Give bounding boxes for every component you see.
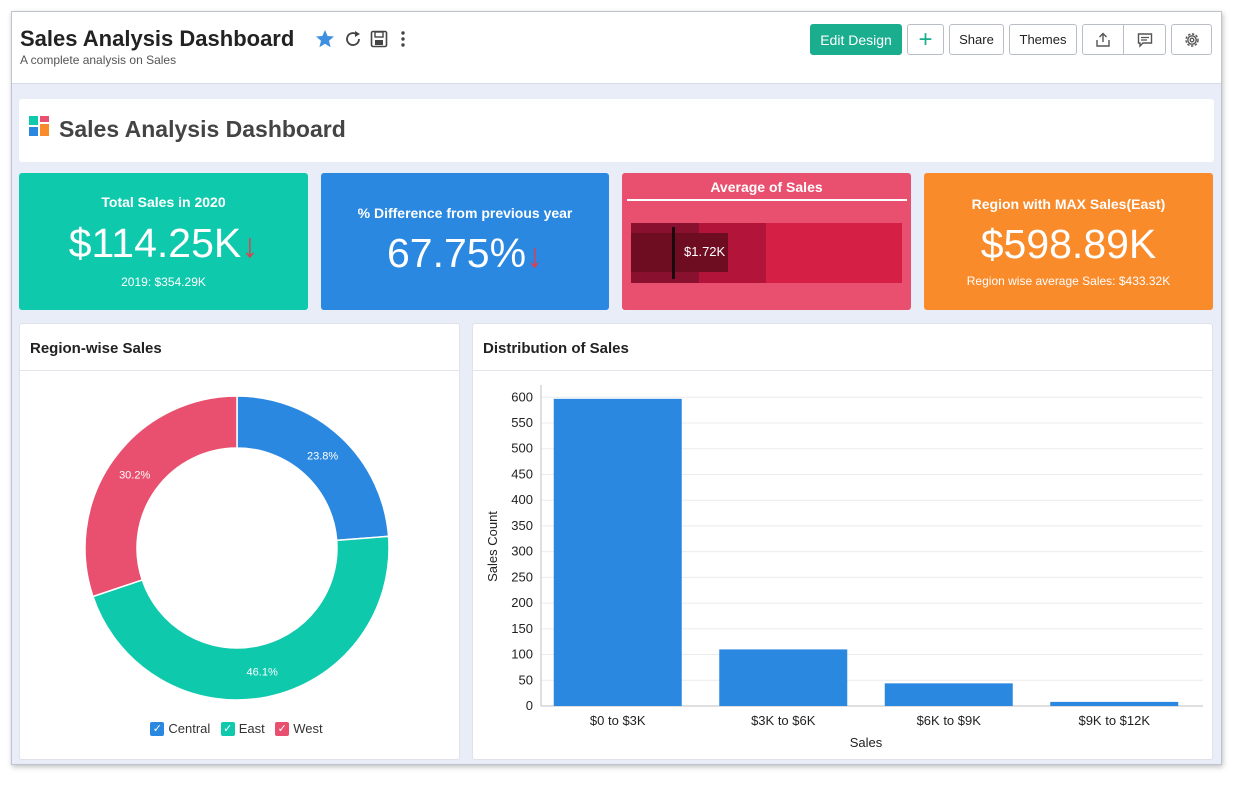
chart-legend: ✓ Central ✓ East ✓ West [20, 719, 459, 737]
y-tick-label: 550 [511, 415, 533, 430]
refresh-icon[interactable] [342, 28, 364, 50]
kpi-title: % Difference from previous year [357, 205, 573, 221]
legend-label: Central [168, 721, 211, 736]
comment-icon [1137, 32, 1152, 48]
app-subtitle: A complete analysis on Sales [20, 53, 177, 67]
panel-title: Distribution of Sales [483, 340, 629, 357]
y-tick-label: 600 [511, 389, 533, 404]
donut-slice-east[interactable] [91, 535, 390, 701]
bar[interactable] [884, 683, 1013, 706]
dashboard-header-card: Sales Analysis Dashboard [19, 99, 1214, 162]
app-title: Sales Analysis Dashboard [20, 26, 295, 51]
y-tick-label: 200 [511, 595, 533, 610]
kpi-previous-year: 2019: $354.29K [121, 275, 206, 289]
dashboard-logo-icon [29, 116, 49, 136]
kpi-title: Region with MAX Sales(East) [971, 196, 1166, 212]
legend-item-east[interactable]: ✓ East [220, 721, 265, 736]
more-options-icon[interactable] [392, 28, 414, 50]
down-arrow-icon: ↓ [241, 227, 259, 265]
themes-button[interactable]: Themes [1009, 24, 1077, 55]
kpi-value: $114.25K↓ [19, 220, 308, 267]
y-tick-label: 500 [511, 441, 533, 456]
share-button[interactable]: Share [949, 24, 1004, 55]
dashboard-heading: Sales Analysis Dashboard [59, 116, 346, 142]
bullet-value-bar [631, 233, 728, 272]
dashboard-window: Sales Analysis Dashboard A complete anal… [11, 11, 1222, 765]
kpi-average-sales[interactable]: Average of Sales $1.72K [622, 173, 911, 310]
checkbox-icon: ✓ [275, 721, 290, 736]
y-tick-label: 0 [526, 698, 533, 713]
y-tick-label: 450 [511, 466, 533, 481]
bar[interactable] [553, 398, 682, 706]
x-tick-label: $6K to $9K [917, 713, 982, 728]
y-tick-label: 300 [511, 544, 533, 559]
checkbox-icon: ✓ [150, 721, 165, 736]
y-tick-label: 100 [511, 647, 533, 662]
distribution-bar-chart: 0 50 100 150 200 250 300 350 400 450 500 550 600 $0 t… [485, 385, 1203, 750]
kpi-total-sales[interactable]: Total Sales in 2020 $114.25K↓ 2019: $354… [19, 173, 308, 310]
slice-label: 46.1% [247, 666, 278, 678]
panel-divider [20, 370, 459, 371]
kpi-region-max[interactable]: Region with MAX Sales(East) $598.89K Reg… [924, 173, 1213, 310]
y-tick-label: 400 [511, 492, 533, 507]
y-axis-title: Sales Count [485, 511, 500, 582]
kpi-difference[interactable]: % Difference from previous year 67.75%↓ [321, 173, 609, 310]
y-tick-label: 350 [511, 518, 533, 533]
kpi-value: 67.75%↓ [321, 230, 609, 277]
y-tick-label: 250 [511, 569, 533, 584]
bullet-target-marker [672, 227, 675, 279]
top-bar: Sales Analysis Dashboard A complete anal… [12, 12, 1221, 84]
x-axis-title: Sales [850, 735, 883, 750]
kpi-value-text: $114.25K [68, 220, 242, 266]
x-tick-label: $3K to $6K [751, 713, 816, 728]
kpi-value-text: 67.75% [386, 230, 527, 276]
panel-divider [473, 370, 1212, 371]
y-tick-label: 150 [511, 621, 533, 636]
donut-slice-west[interactable] [84, 395, 238, 598]
legend-label: West [293, 721, 323, 736]
settings-button[interactable] [1171, 24, 1212, 55]
gear-icon [1184, 32, 1199, 47]
add-button[interactable]: + [907, 24, 944, 55]
region-sales-panel: Region-wise Sales 23.8% 46.1% 30.2% ✓ Centr… [19, 323, 460, 760]
legend-label: East [238, 721, 265, 736]
kpi-title: Total Sales in 2020 [101, 194, 226, 210]
star-icon[interactable] [314, 28, 336, 50]
kpi-title-underline [627, 199, 907, 201]
kpi-title: Average of Sales [710, 179, 823, 195]
bar[interactable] [719, 649, 848, 706]
distribution-panel: Distribution of Sales 0 50 100 150 200 250 300… [472, 323, 1213, 760]
export-comment-group [1082, 24, 1166, 55]
down-arrow-icon: ↓ [526, 237, 544, 275]
panel-title: Region-wise Sales [30, 340, 162, 357]
x-tick-label: $0 to $3K [590, 713, 646, 728]
y-tick-label: 50 [519, 672, 533, 687]
legend-item-central[interactable]: ✓ Central [150, 721, 210, 736]
save-icon[interactable] [368, 28, 390, 50]
region-donut-chart: 23.8% 46.1% 30.2% [84, 395, 390, 701]
bullet-value-label: $1.72K [684, 244, 726, 259]
slice-label: 23.8% [307, 451, 338, 463]
bar[interactable] [1050, 701, 1179, 706]
export-button[interactable] [1083, 25, 1125, 54]
slice-label: 30.2% [119, 469, 150, 481]
legend-item-west[interactable]: ✓ West [275, 721, 323, 736]
edit-design-button[interactable]: Edit Design [810, 24, 902, 55]
comment-button[interactable] [1124, 25, 1165, 54]
kpi-value: $598.89K [980, 221, 1157, 267]
kpi-region-average: Region wise average Sales: $433.32K [966, 274, 1171, 288]
donut-slice-central[interactable] [236, 395, 390, 542]
x-tick-label: $9K to $12K [1078, 713, 1150, 728]
export-icon [1096, 32, 1110, 47]
checkbox-icon: ✓ [220, 721, 235, 736]
